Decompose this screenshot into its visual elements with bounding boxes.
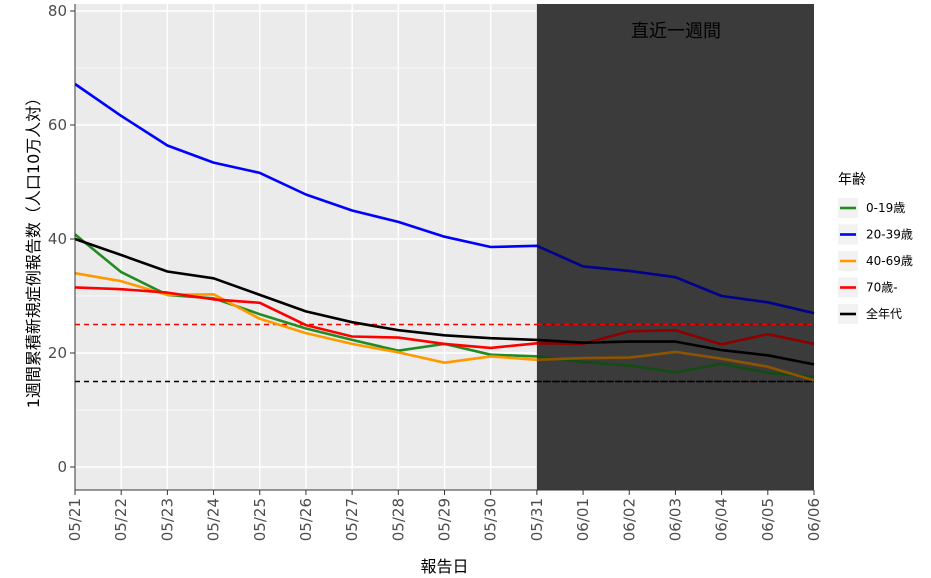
x-tick-label: 05/23 <box>158 498 176 541</box>
x-tick-label: 05/31 <box>528 498 546 541</box>
x-tick-label: 05/29 <box>436 498 454 541</box>
x-tick-label: 06/06 <box>805 498 823 541</box>
y-tick-label: 80 <box>48 2 67 20</box>
legend-title: 年齢 <box>838 172 866 188</box>
shade-overlay <box>536 4 814 490</box>
x-tick-label: 06/01 <box>574 498 592 541</box>
legend-label: 40-69歳 <box>866 254 913 268</box>
y-tick-label: 40 <box>48 230 67 248</box>
shade-dim <box>536 4 814 490</box>
legend-label: 20-39歳 <box>866 228 913 242</box>
series-line <box>74 237 815 366</box>
x-tick-label: 05/30 <box>482 498 500 541</box>
series-line <box>74 82 815 315</box>
x-tick-label: 05/27 <box>343 498 361 541</box>
series-line <box>74 271 815 382</box>
y-axis-title: 1週間累積新規症例報告数（人口10万人対） <box>24 90 43 409</box>
x-tick-label: 05/24 <box>205 498 223 541</box>
x-tick-label: 05/28 <box>389 498 407 541</box>
legend-label: 0-19歳 <box>866 201 905 215</box>
x-axis-title: 報告日 <box>420 557 468 576</box>
x-tick-label: 05/25 <box>251 498 269 541</box>
y-tick-label: 60 <box>48 116 67 134</box>
legend-label: 全年代 <box>866 306 902 321</box>
series-line <box>74 286 815 350</box>
legend-label: 70歳- <box>866 281 898 295</box>
x-tick-label: 05/26 <box>297 498 315 541</box>
x-tick-label: 06/04 <box>713 498 731 541</box>
recent-week-shade <box>536 4 814 490</box>
x-tick-label: 05/22 <box>112 498 130 541</box>
x-tick-label: 06/02 <box>620 498 638 541</box>
x-tick-label: 06/03 <box>666 498 684 541</box>
x-tick-label: 05/21 <box>66 498 84 541</box>
y-tick-label: 20 <box>48 344 67 362</box>
legend: 年齢 0-19歳 20-39歳 40-69歳 70歳- 全年代 <box>838 172 913 324</box>
series-lines <box>74 82 815 382</box>
highlight-label: 直近一週間 <box>631 21 721 42</box>
axes: 0 20 40 60 80 05/21 05/22 05/23 05/24 05/25 05/26 0… <box>48 2 823 541</box>
x-tick-label: 06/05 <box>759 498 777 541</box>
y-tick-label: 0 <box>57 458 67 476</box>
